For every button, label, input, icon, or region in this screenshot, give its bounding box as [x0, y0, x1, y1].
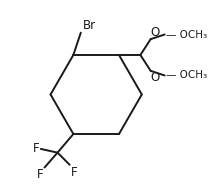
- Text: Br: Br: [83, 19, 96, 32]
- Text: — OCH₃: — OCH₃: [166, 70, 207, 81]
- Text: O: O: [151, 71, 160, 84]
- Text: O: O: [151, 26, 160, 39]
- Text: — OCH₃: — OCH₃: [166, 29, 207, 40]
- Text: F: F: [71, 166, 77, 179]
- Text: F: F: [33, 142, 40, 155]
- Text: F: F: [37, 168, 43, 181]
